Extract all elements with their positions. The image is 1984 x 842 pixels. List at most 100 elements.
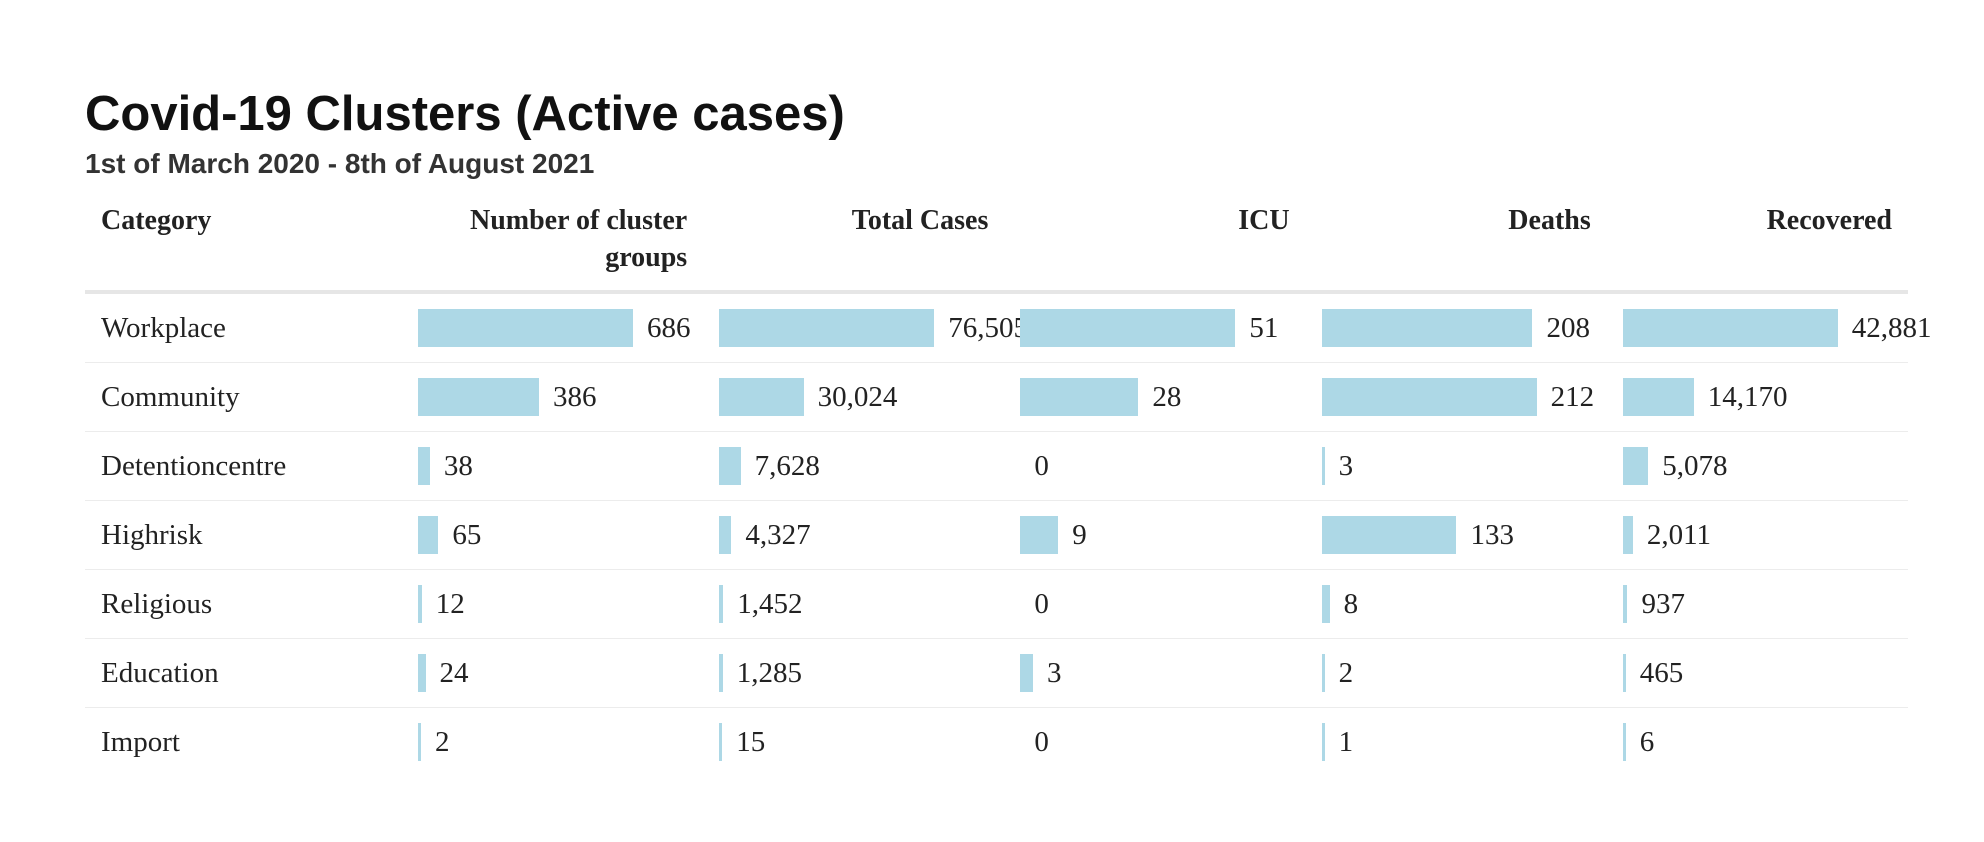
row-category-label: Detentioncentre: [101, 449, 287, 482]
data-label-total-cases: 1,285: [736, 656, 803, 689]
cell-total-cases: 1,285: [703, 639, 1004, 708]
bar-cell: 6: [1622, 708, 1892, 776]
bar-cell: 133: [1321, 501, 1591, 569]
data-label-icu: 0: [1034, 587, 1049, 620]
data-label-deaths: 1: [1338, 725, 1354, 758]
bar-cell: 15: [719, 708, 988, 776]
data-label-total-cases: 15: [736, 725, 766, 758]
data-label-cluster-groups: 686: [647, 311, 691, 344]
data-label-deaths: 133: [1470, 518, 1514, 551]
bar-deaths: [1321, 516, 1457, 554]
data-label-cluster-groups: 24: [439, 656, 469, 689]
column-header-icu: ICU: [1238, 205, 1290, 236]
row-category-label: Workplace: [101, 311, 226, 344]
data-label-icu: 51: [1249, 311, 1279, 344]
cell-recovered: 937: [1607, 570, 1908, 639]
cell-recovered: 465: [1607, 639, 1908, 708]
bar-icu: [1020, 378, 1139, 416]
data-label-recovered: 6: [1639, 725, 1655, 758]
table-row: Highrisk 65 4,327 9 133 2,011: [85, 501, 1908, 570]
row-category-label: Religious: [101, 587, 213, 620]
bar-recovered: [1622, 309, 1838, 347]
row-category-label: Education: [101, 656, 219, 689]
data-label-deaths: 2: [1338, 656, 1354, 689]
table-body: Workplace 686 76,505 51 208 42,881 Community 38…: [85, 292, 1932, 777]
bar-recovered: [1622, 723, 1626, 761]
bar-cluster-groups: [418, 723, 421, 761]
cell-cluster-groups: 24: [402, 639, 703, 708]
bar-cell: 1,452: [719, 570, 988, 638]
cell-cluster-groups: 38: [402, 432, 703, 501]
data-label-recovered: 2,011: [1646, 518, 1712, 551]
bar-cell: 9: [1020, 501, 1289, 569]
cell-icu: 51: [1004, 292, 1305, 363]
cell-recovered: 14,170: [1607, 363, 1908, 432]
bar-cell: 42,881: [1622, 294, 1932, 362]
data-label-recovered: 5,078: [1662, 449, 1728, 482]
bar-cell: 2: [418, 708, 687, 776]
bar-cell: 465: [1622, 639, 1892, 707]
data-label-recovered: 465: [1639, 656, 1684, 689]
bar-cell: 51: [1020, 294, 1289, 362]
bar-cell: 0: [1020, 708, 1289, 776]
bar-cluster-groups: [418, 309, 633, 347]
data-label-cluster-groups: 12: [435, 587, 465, 620]
data-label-deaths: 212: [1550, 380, 1595, 413]
data-label-total-cases: 7,628: [754, 449, 820, 482]
cell-total-cases: 7,628: [703, 432, 1004, 501]
column-header-deaths: Deaths: [1508, 205, 1591, 236]
bar-cell: 0: [1020, 570, 1289, 638]
row-category-label: Community: [101, 380, 240, 413]
cell-cluster-groups: 12: [402, 570, 703, 639]
data-label-icu: 9: [1072, 518, 1087, 551]
bar-total-cases: [719, 723, 723, 761]
bar-cluster-groups: [418, 585, 422, 623]
cell-deaths: 1: [1306, 708, 1607, 777]
data-label-cluster-groups: 2: [435, 725, 450, 758]
data-label-deaths: 8: [1343, 587, 1359, 620]
bar-icu: [1020, 516, 1059, 554]
data-label-cluster-groups: 65: [452, 518, 482, 551]
bar-cell: 14,170: [1622, 363, 1892, 431]
cell-total-cases: 30,024: [703, 363, 1004, 432]
cell-icu: 28: [1004, 363, 1305, 432]
cluster-table: Category Number of cluster groups Total …: [85, 194, 1932, 777]
bar-cell: 386: [418, 363, 687, 431]
data-label-deaths: 208: [1546, 311, 1590, 344]
bar-icu: [1020, 654, 1033, 692]
cell-deaths: 208: [1306, 292, 1607, 363]
bar-cell: 0: [1020, 432, 1289, 500]
chart-container: Covid-19 Clusters (Active cases) 1st of …: [85, 82, 1932, 777]
cell-total-cases: 4,327: [703, 501, 1004, 570]
cell-icu: 3: [1004, 639, 1305, 708]
bar-deaths: [1321, 447, 1325, 485]
cell-cluster-groups: 65: [402, 501, 703, 570]
table-row: Workplace 686 76,505 51 208 42,881: [85, 292, 1932, 363]
cell-deaths: 3: [1306, 432, 1607, 501]
data-label-cluster-groups: 386: [553, 380, 597, 413]
cell-recovered: 42,881: [1607, 292, 1932, 363]
bar-recovered: [1622, 585, 1628, 623]
bar-deaths: [1321, 585, 1330, 623]
cell-icu: 0: [1004, 570, 1305, 639]
cell-deaths: 212: [1306, 363, 1607, 432]
chart-title: Covid-19 Clusters (Active cases): [85, 87, 845, 141]
bar-cluster-groups: [418, 654, 426, 692]
data-label-icu: 0: [1034, 725, 1049, 758]
cell-deaths: 133: [1306, 501, 1607, 570]
bar-cell: 5,078: [1622, 432, 1892, 500]
bar-total-cases: [719, 516, 732, 554]
chart-subtitle: 1st of March 2020 - 8th of August 2021: [85, 148, 595, 179]
row-category-label: Import: [101, 725, 180, 758]
bar-cell: 38: [418, 432, 687, 500]
bar-cluster-groups: [418, 447, 430, 485]
cell-deaths: 8: [1306, 570, 1607, 639]
column-header-category: Category: [101, 205, 212, 236]
table-row: Detentioncentre 38 7,628 0 3 5,078: [85, 432, 1908, 501]
table-row: Education 24 1,285 3 2 465: [85, 639, 1908, 708]
column-header-recovered: Recovered: [1766, 205, 1892, 236]
data-label-total-cases: 30,024: [817, 380, 898, 413]
bar-cell: 12: [418, 570, 687, 638]
bar-recovered: [1622, 378, 1694, 416]
table-row: Import 2 15 0 1 6: [85, 708, 1908, 777]
